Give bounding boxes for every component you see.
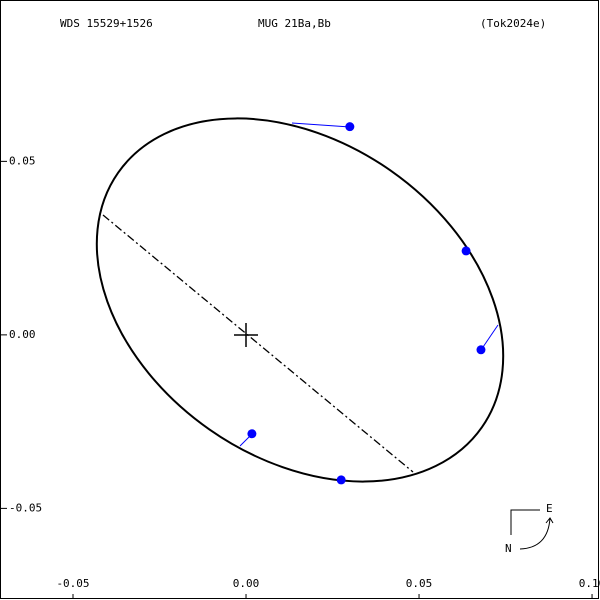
reference: (Tok2024e): [480, 17, 546, 30]
residual: [480, 324, 499, 351]
residual: [291, 122, 351, 128]
residuals: [239, 122, 499, 447]
y-tick-label: -0.05: [9, 501, 42, 514]
chart-subtitle: MUG 21Ba,Bb: [258, 17, 331, 30]
x-tick-label: 0.05: [406, 577, 433, 590]
x-tick-label: -0.05: [56, 577, 89, 590]
observation: [336, 475, 346, 485]
compass-arrow: [519, 517, 554, 550]
x-tick-label: 0.00: [233, 577, 260, 590]
compass-north: N: [505, 542, 512, 555]
chart-title: WDS 15529+1526: [60, 17, 153, 30]
observation: [476, 345, 486, 355]
observation: [345, 122, 355, 132]
observation: [247, 429, 257, 439]
x-tick-label: 0.10: [579, 577, 600, 590]
orbit: [95, 117, 505, 483]
observation: [461, 246, 471, 256]
y-tick-label: 0.00: [9, 328, 36, 341]
line-of-nodes: [102, 214, 414, 473]
y-tick-label: 0.05: [9, 154, 36, 167]
compass: [510, 509, 540, 535]
compass-east: E: [546, 502, 553, 515]
